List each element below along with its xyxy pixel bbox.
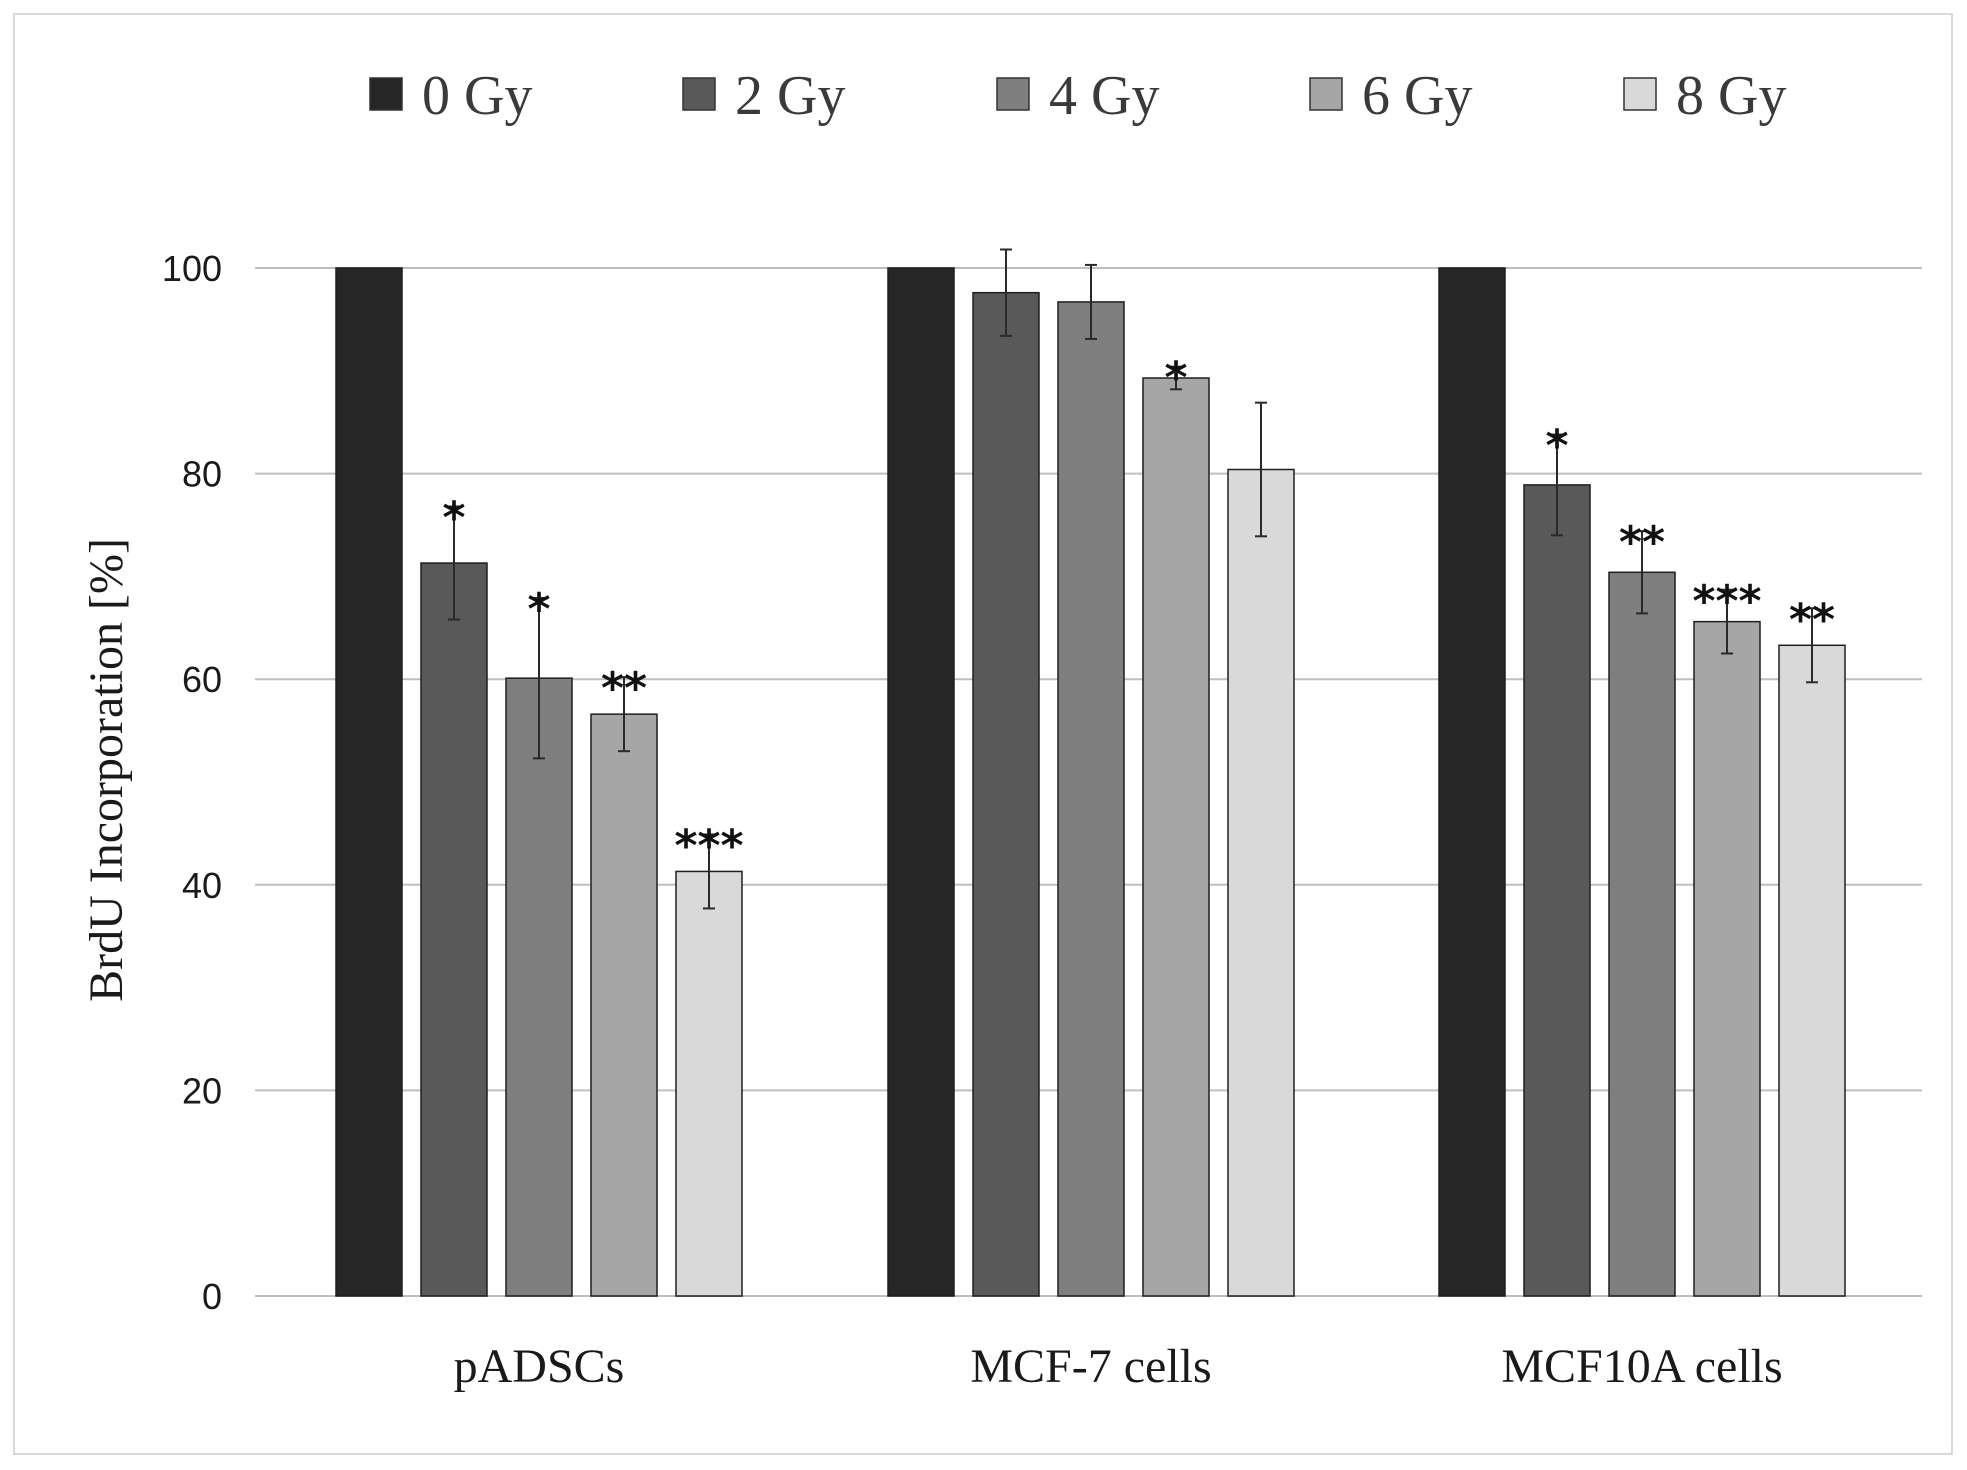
legend-swatch — [996, 77, 1030, 111]
significance-marker: ** — [1619, 517, 1665, 568]
legend-item: 2 Gy — [682, 65, 845, 127]
y-tick-label: 100 — [162, 248, 222, 289]
error-bar — [1170, 365, 1182, 391]
error-bars — [448, 248, 1818, 910]
y-tick-label: 20 — [182, 1070, 222, 1111]
significance-marker: * — [527, 584, 550, 635]
significance-markers: ************** ** — [442, 353, 1835, 872]
legend-label: 0 Gy — [422, 65, 532, 127]
x-axis-categories: pADSCs MCF-7 cells MCF10A cells — [454, 1340, 1783, 1393]
bar-1-1 — [972, 291, 1040, 1297]
legend-swatch — [1309, 77, 1343, 111]
error-bar — [1085, 263, 1097, 340]
y-axis-label: BrdU Incorporation [%] — [80, 538, 133, 1002]
bar-2-2 — [1608, 571, 1676, 1297]
bar-0-2 — [505, 677, 573, 1297]
legend-swatch — [1623, 77, 1657, 111]
bar-2-4 — [1778, 644, 1846, 1297]
bar-2-1 — [1523, 484, 1591, 1297]
bar-0-1 — [420, 562, 488, 1297]
significance-marker: *** — [674, 820, 743, 871]
x-category-label: MCF-7 cells — [970, 1340, 1211, 1393]
error-bar — [1255, 401, 1267, 538]
error-bar — [1000, 248, 1012, 337]
x-category-label: pADSCs — [454, 1340, 625, 1393]
significance-marker: * — [442, 492, 465, 543]
y-tick-label: 60 — [182, 659, 222, 700]
legend-swatch — [369, 77, 403, 111]
significance-marker: * — [1164, 353, 1187, 404]
error-bar — [1721, 588, 1733, 655]
legend-swatch — [682, 77, 716, 111]
legend-item: 4 Gy — [996, 65, 1159, 127]
y-axis-ticks: 0 20 40 60 80 100 — [162, 248, 222, 1317]
y-tick-label: 40 — [182, 865, 222, 906]
error-bar — [1636, 530, 1648, 615]
error-bar — [533, 596, 545, 760]
x-category-label: MCF10A cells — [1501, 1340, 1782, 1393]
significance-marker: * — [1545, 421, 1568, 472]
bar-0-3 — [590, 713, 658, 1297]
y-tick-label: 0 — [202, 1276, 222, 1317]
legend-label: 8 Gy — [1676, 65, 1786, 127]
bar-2-3 — [1693, 620, 1761, 1297]
error-bar — [703, 833, 715, 910]
legend-item: 0 Gy — [369, 65, 532, 127]
significance-marker: *** — [1692, 576, 1761, 627]
bar-1-2 — [1057, 301, 1125, 1297]
legend-label: 6 Gy — [1362, 65, 1472, 127]
significance-marker: ** — [1789, 594, 1835, 645]
legend-item: 6 Gy — [1309, 65, 1472, 127]
bar-0-4 — [675, 870, 743, 1297]
error-bar — [448, 505, 460, 621]
bar-1-3 — [1142, 377, 1210, 1297]
bar-1-4 — [1227, 468, 1295, 1297]
error-bar — [1806, 607, 1818, 684]
legend-item: 8 Gy — [1623, 65, 1786, 127]
legend-label: 4 Gy — [1049, 65, 1159, 127]
error-bar — [618, 676, 630, 753]
legend-label: 2 Gy — [735, 65, 845, 127]
bar-2-0 — [1438, 267, 1506, 1297]
bar-1-0 — [887, 267, 955, 1297]
bars — [335, 267, 1846, 1297]
error-bar — [1551, 433, 1563, 537]
bar-0-0 — [335, 267, 403, 1297]
significance-marker: ** — [601, 663, 647, 714]
legend: 0 Gy 2 Gy 4 Gy 6 Gy 8 Gy — [369, 65, 1786, 127]
y-tick-label: 80 — [182, 454, 222, 495]
